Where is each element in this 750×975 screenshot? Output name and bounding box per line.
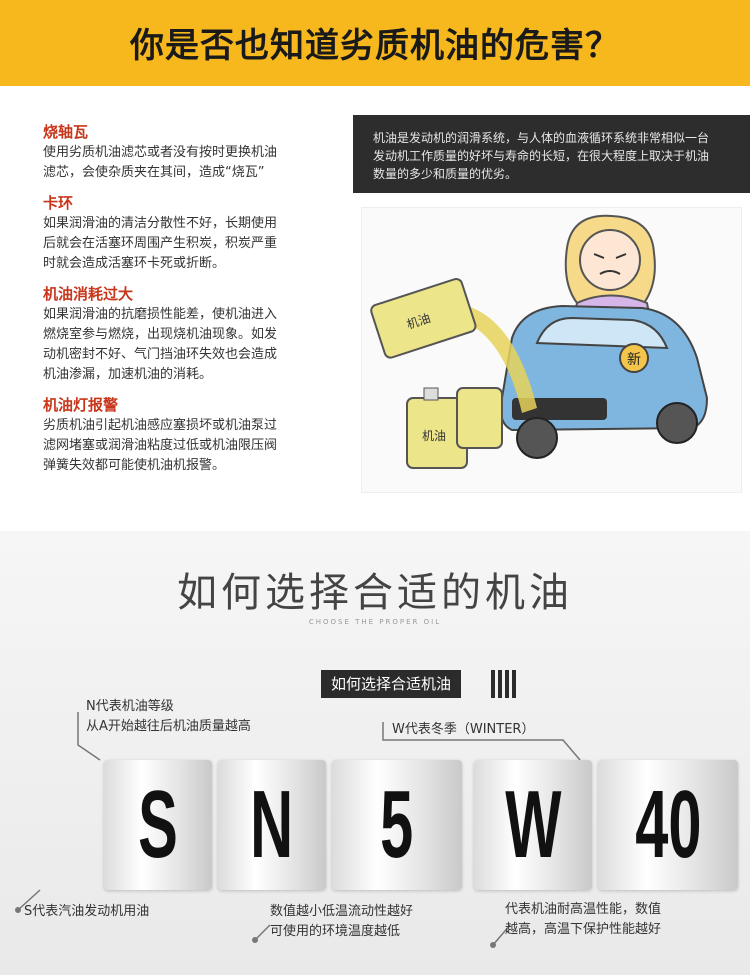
oil-stream <box>452 303 537 413</box>
grade-cell-w: W <box>474 760 592 890</box>
grade-cell-s: S <box>104 760 212 890</box>
hazard-title: 机油灯报警 <box>43 396 119 414</box>
hazard-item: 机油消耗过大 如果润滑油的抗磨损性能差，使机油进入 燃烧室参与燃烧，出现烧机油现… <box>43 283 323 385</box>
decorative-bars <box>491 670 519 698</box>
annotation-line: 代表机油耐高温性能，数值 <box>505 902 662 917</box>
hazard-text-line: 滤网堵塞或润滑油粘度过低或机油限压阀 <box>43 438 278 453</box>
grade-char: 5 <box>380 771 414 878</box>
hazard-text-line: 如果润滑油的清洁分散性不好，长期使用 <box>43 216 278 231</box>
hazard-title: 机油消耗过大 <box>43 285 134 303</box>
annotation-line: S代表汽油发动机用油 <box>24 904 150 919</box>
grade-char: W <box>504 771 562 878</box>
hazard-item: 烧轴瓦 使用劣质机油滤芯或者没有按时更换机油 滤芯，会使杂质夹在其间，造成“烧瓦… <box>43 121 323 183</box>
annotation-line: 越高，高温下保护性能越好 <box>505 922 662 937</box>
header-banner: 你是否也知道劣质机油的危害？ <box>0 0 750 86</box>
section-title: 如何选择合适的机油 <box>177 570 573 616</box>
info-line: 机油是发动机的润滑系统，与人体的血液循环系统非常相似一台 <box>373 131 710 145</box>
annotation-low-temp: 数值越小低温流动性越好 可使用的环境温度越低 <box>270 902 413 942</box>
info-line: 数量的多少和质量的优劣。 <box>373 167 518 181</box>
annotation-line: W代表冬季（WINTER） <box>392 722 535 737</box>
cartoon-illustration: 新 机油 机油 <box>361 207 742 493</box>
hazard-text-line: 机油渗漏，加速机油的消耗。 <box>43 367 213 382</box>
hazard-text-line: 劣质机油引起机油感应塞损坏或机油泵过 <box>43 418 278 433</box>
car-oil-cartoon: 新 机油 机油 <box>370 214 709 469</box>
grade-cell-40: 40 <box>598 760 738 890</box>
annotation-high-temp: 代表机油耐高温性能，数值 越高，高温下保护性能越好 <box>505 900 661 940</box>
section-pill-label: 如何选择合适机油 <box>321 670 462 698</box>
annotation-n-grade: N代表机油等级 从A开始越往后机油质量越高 <box>86 697 251 737</box>
hazard-list: 烧轴瓦 使用劣质机油滤芯或者没有按时更换机油 滤芯，会使杂质夹在其间，造成“烧瓦… <box>43 121 323 485</box>
grade-char: S <box>138 771 178 878</box>
hazard-text-line: 后就会在活塞环周围产生积炭，积炭严重 <box>43 236 278 251</box>
section-subtitle: CHOOSE THE PROPER OIL <box>308 618 442 626</box>
girl-figure <box>564 214 656 329</box>
hazard-title: 卡环 <box>43 194 74 212</box>
car-figure: 新 <box>499 304 709 459</box>
hazard-text-line: 滤芯，会使杂质夹在其间，造成“烧瓦” <box>43 165 265 180</box>
annotation-line: 可使用的环境温度越低 <box>270 924 401 939</box>
hazard-item: 卡环 如果润滑油的清洁分散性不好，长期使用 后就会在活塞环周围产生积炭，积炭严重… <box>43 192 323 274</box>
annotation-s-gasoline: S代表汽油发动机用油 <box>24 902 149 922</box>
annotation-line: 数值越小低温流动性越好 <box>270 904 414 919</box>
annotation-line: 从A开始越往后机油质量越高 <box>86 719 251 734</box>
hazard-title: 烧轴瓦 <box>43 123 89 141</box>
car-tag-text: 新 <box>627 352 641 368</box>
hazard-item: 机油灯报警 劣质机油引起机油感应塞损坏或机油泵过 滤网堵塞或润滑油粘度过低或机油… <box>43 394 323 476</box>
annotation-w-winter: W代表冬季（WINTER） <box>392 720 534 740</box>
grade-char: 40 <box>634 771 702 878</box>
page-title: 你是否也知道劣质机油的危害？ <box>130 26 620 66</box>
bottle-label: 机油 <box>422 429 446 443</box>
oil-bottle-standing: 机油 <box>406 387 503 469</box>
hazard-text-line: 时就会造成活塞环卡死或折断。 <box>43 256 226 271</box>
hazard-text-line: 动机密封不好、气门挡油环失效也会造成 <box>43 347 278 362</box>
info-box: 机油是发动机的润滑系统，与人体的血液循环系统非常相似一台 发动机工作质量的好坏与… <box>353 115 750 193</box>
hazard-text-line: 使用劣质机油滤芯或者没有按时更换机油 <box>43 145 278 160</box>
grade-char: N <box>250 771 294 878</box>
info-line: 发动机工作质量的好坏与寿命的长短，在很大程度上取决于机油 <box>373 149 710 163</box>
grade-cell-n: N <box>218 760 326 890</box>
hazard-text-line: 弹簧失效都可能使机油机报警。 <box>43 458 226 473</box>
grade-cell-5: 5 <box>332 760 462 890</box>
oil-bottle-pouring: 机油 <box>370 278 477 359</box>
lower-section <box>0 531 750 975</box>
annotation-line: N代表机油等级 <box>86 699 174 714</box>
hazard-text-line: 如果润滑油的抗磨损性能差，使机油进入 <box>43 307 278 322</box>
hazard-text-line: 燃烧室参与燃烧，出现烧机油现象。如发 <box>43 327 278 342</box>
